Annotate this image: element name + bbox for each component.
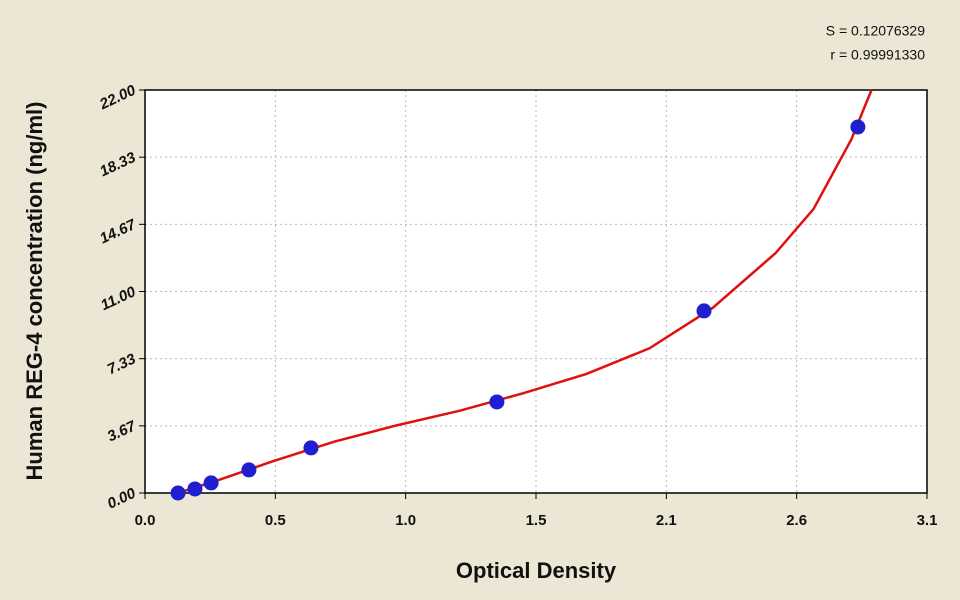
data-point [170, 485, 186, 501]
x-tick-label: 3.1 [917, 512, 938, 529]
x-tick-label: 2.1 [656, 512, 677, 529]
data-point [203, 475, 219, 491]
y-tick-label: 14.67 [97, 216, 139, 248]
x-axis-label: Optical Density [456, 558, 617, 583]
data-point [187, 481, 203, 497]
y-tick-label: 18.33 [97, 149, 139, 181]
annotation: S = 0.12076329 [826, 23, 925, 39]
y-tick-label: 0.00 [105, 485, 139, 513]
data-point [696, 303, 712, 319]
data-point [303, 440, 319, 456]
y-tick-label: 7.33 [105, 350, 139, 378]
annotation: r = 0.99991330 [830, 47, 925, 63]
y-tick-label: 3.67 [105, 417, 139, 445]
x-tick-label: 0.5 [265, 512, 286, 529]
x-tick-label: 1.0 [395, 512, 416, 529]
data-point [241, 462, 257, 478]
plot-frame [144, 89, 928, 494]
data-point [850, 119, 866, 135]
x-tick-label: 1.5 [526, 512, 547, 529]
x-tick-label: 2.6 [786, 512, 807, 529]
data-point [489, 394, 505, 410]
y-axis-label: Human REG-4 concentration (ng/ml) [22, 102, 47, 481]
y-tick-label: 11.00 [98, 283, 139, 314]
x-tick-label: 0.0 [135, 512, 156, 529]
fit-curve [177, 89, 873, 495]
y-tick-label: 22.00 [96, 82, 139, 114]
